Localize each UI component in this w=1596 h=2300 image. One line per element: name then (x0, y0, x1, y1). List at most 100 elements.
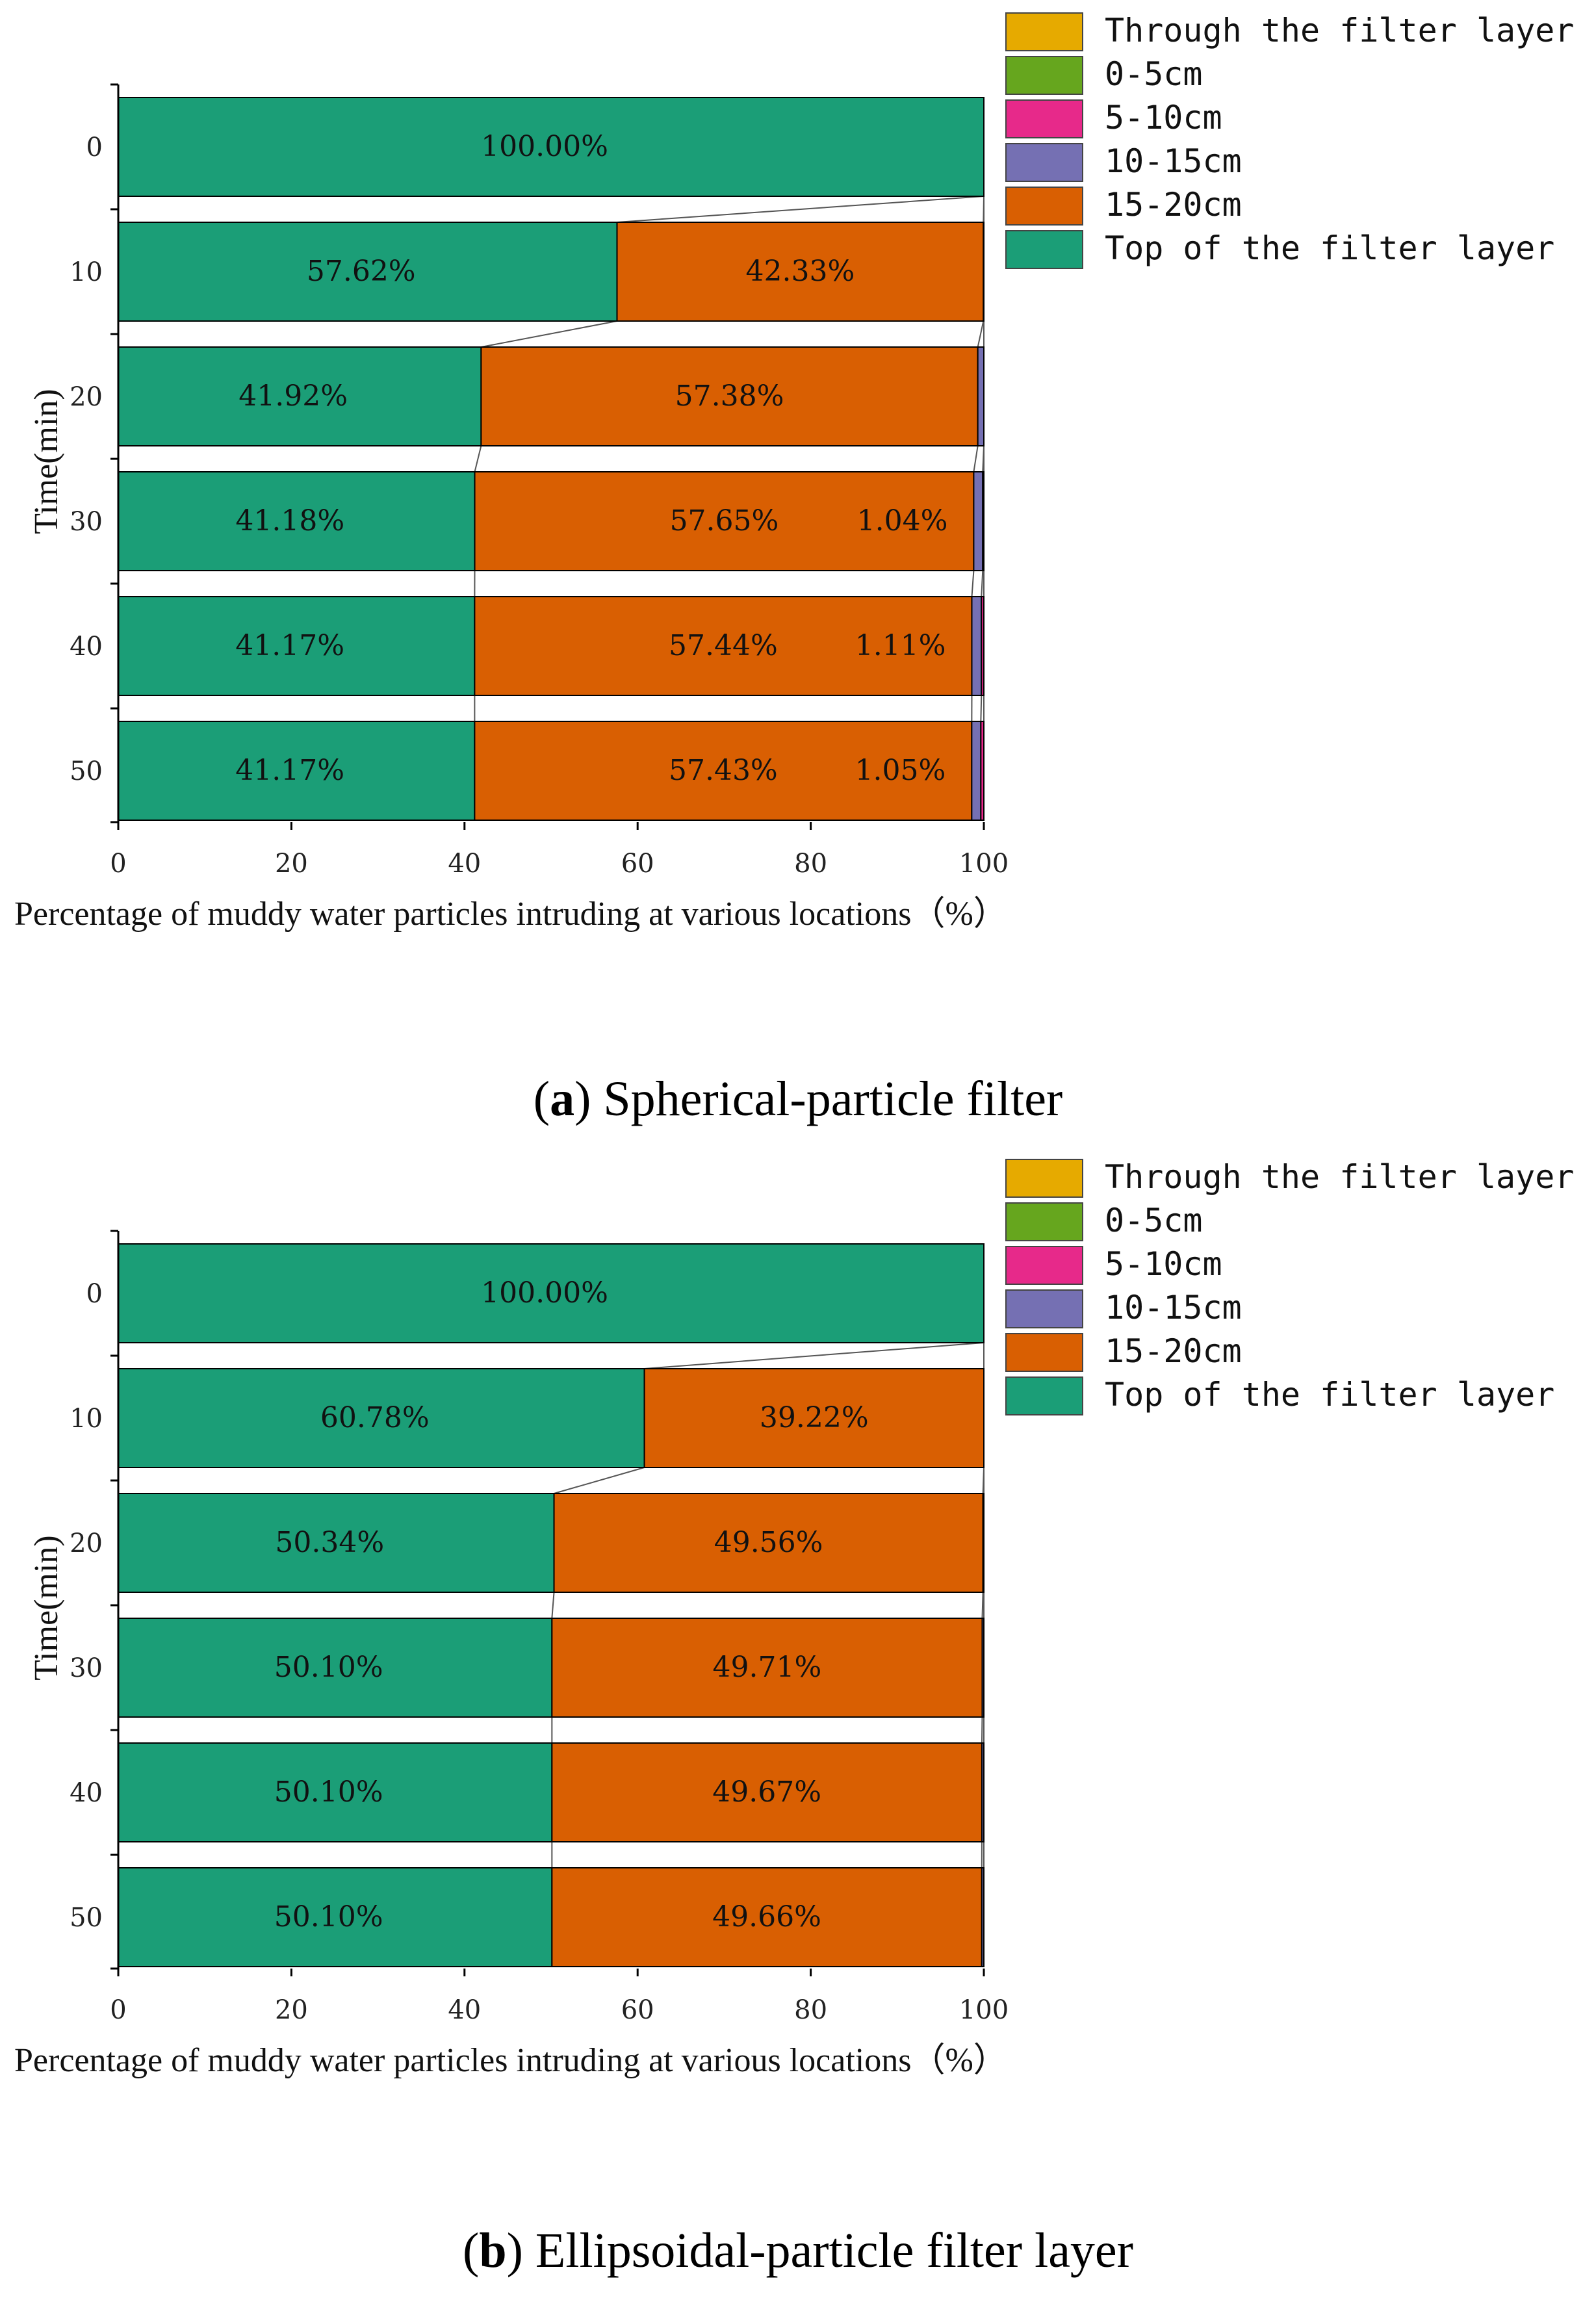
x-tick-label: 20 (275, 1995, 308, 2025)
y-tick-label: 30 (70, 507, 103, 537)
x-tick-label: 100 (959, 849, 1009, 879)
y-tick-label: 40 (70, 1778, 103, 1808)
y-axis-label: Time(min) (28, 389, 65, 534)
caption-a-close: ) (574, 1072, 591, 1126)
bar-10-15cm (973, 471, 984, 571)
connector-line (644, 1342, 985, 1369)
bar-15-20cm (643, 1368, 985, 1468)
connector-line (551, 1592, 555, 1619)
legend-label: 5-10cm (1105, 1245, 1222, 1283)
connector-line (973, 445, 979, 472)
x-tick-label: 40 (448, 849, 481, 879)
y-tick-label: 50 (70, 1903, 103, 1933)
y-tick-label: 10 (70, 257, 103, 287)
legend-label: Top of the filter layer (1105, 1376, 1554, 1414)
bar-top-of-the-filter-layer (118, 222, 618, 322)
legend-swatch (1005, 1376, 1083, 1415)
bar-top-of-the-filter-layer (118, 471, 476, 571)
bar-top-of-the-filter-layer (118, 596, 476, 696)
legend-label: 15-20cm (1105, 1332, 1242, 1370)
y-tick-label: 20 (70, 1529, 103, 1558)
connector-line (474, 445, 482, 472)
caption-b-close: ) (506, 2223, 523, 2278)
x-tick-label: 60 (621, 849, 654, 879)
caption-b-letter: b (479, 2223, 507, 2278)
bar-5-10cm (981, 596, 985, 696)
legend-swatch (1005, 1333, 1083, 1372)
connector-line (481, 320, 617, 348)
x-axis-label: Percentage of muddy water particles intr… (14, 896, 1007, 933)
data-label: 49.67% (712, 1776, 821, 1809)
y-tick-label: 10 (70, 1404, 103, 1434)
legend-swatch (1005, 187, 1083, 226)
legend-swatch (1005, 1202, 1083, 1241)
connector-line (981, 1716, 983, 1744)
bar-15-20cm (551, 1742, 983, 1842)
bar-15-20cm (616, 222, 985, 322)
bar-top-of-the-filter-layer (118, 1368, 645, 1468)
data-label: 50.10% (274, 1776, 383, 1809)
legend-swatch (1005, 12, 1083, 51)
y-tick-label: 0 (86, 133, 103, 162)
bar-10-15cm (981, 1618, 985, 1718)
bar-top-of-the-filter-layer (118, 1867, 553, 1967)
caption-a-letter: a (550, 1072, 575, 1126)
connector-line (981, 1592, 984, 1619)
data-label: 1.05% (855, 754, 946, 787)
x-tick-label: 0 (110, 849, 126, 879)
bar-top-of-the-filter-layer (118, 1618, 553, 1718)
legend-label: 15-20cm (1105, 186, 1242, 224)
bar-15-20cm (474, 721, 973, 821)
x-tick-label: 60 (621, 1995, 654, 2025)
data-label: 57.62% (307, 255, 416, 288)
connector-line (971, 570, 975, 597)
legend-label: 0-5cm (1105, 1202, 1203, 1239)
legend-swatch (1005, 1159, 1083, 1198)
data-label: 39.22% (760, 1401, 869, 1434)
y-axis-label: Time(min) (28, 1535, 65, 1680)
connector-line (977, 320, 985, 348)
data-label: 49.71% (713, 1651, 822, 1684)
data-label: 49.66% (712, 1900, 821, 1933)
chart-a: 100.00% 0 57.62% 42.33% 10 41.92% 57.38% 20 41.1… (14, 12, 1574, 933)
x-tick-label: 80 (794, 1995, 827, 2025)
data-label: 41.17% (235, 754, 344, 787)
legend-label: 5-10cm (1105, 99, 1222, 136)
caption-b-title: Ellipsoidal-particle filter layer (535, 2223, 1133, 2278)
bar-15-20cm (553, 1493, 984, 1593)
data-label: 57.38% (675, 380, 784, 413)
x-axis-label: Percentage of muddy water particles intr… (14, 2042, 1007, 2079)
legend-swatch (1005, 99, 1083, 138)
connector-line (981, 570, 984, 597)
data-label: 41.18% (235, 504, 344, 537)
caption-a-title: Spherical-particle filter (603, 1072, 1063, 1126)
bar-10-15cm (983, 222, 985, 322)
legend-swatch (1005, 56, 1083, 95)
legend-label: 10-15cm (1105, 142, 1242, 180)
bar-15-20cm (551, 1618, 983, 1718)
y-tick-label: 40 (70, 632, 103, 662)
legend-label: 10-15cm (1105, 1289, 1242, 1326)
data-label: 60.78% (320, 1401, 430, 1434)
caption-a: (a) Spherical-particle filter (0, 1071, 1596, 1128)
bar-10-15cm (981, 1867, 985, 1967)
legend-swatch (1005, 1246, 1083, 1285)
x-tick-label: 80 (794, 849, 827, 879)
legend-label: 0-5cm (1105, 55, 1203, 93)
data-label: 1.11% (855, 629, 946, 662)
bar-15-20cm (474, 471, 975, 571)
data-label: 57.44% (669, 629, 778, 662)
data-label: 50.10% (274, 1651, 383, 1684)
data-label: 50.34% (275, 1526, 384, 1559)
bar-10-15cm (971, 596, 983, 696)
connector-line (554, 1467, 645, 1494)
bar-10-15cm (982, 1493, 985, 1593)
bar-10-15cm (971, 721, 982, 821)
bar-10-15cm (981, 1742, 985, 1842)
x-tick-label: 100 (959, 1995, 1009, 2025)
legend-swatch (1005, 230, 1083, 269)
x-tick-label: 0 (110, 1995, 126, 2025)
y-tick-label: 30 (70, 1653, 103, 1683)
connector-line (617, 196, 985, 223)
